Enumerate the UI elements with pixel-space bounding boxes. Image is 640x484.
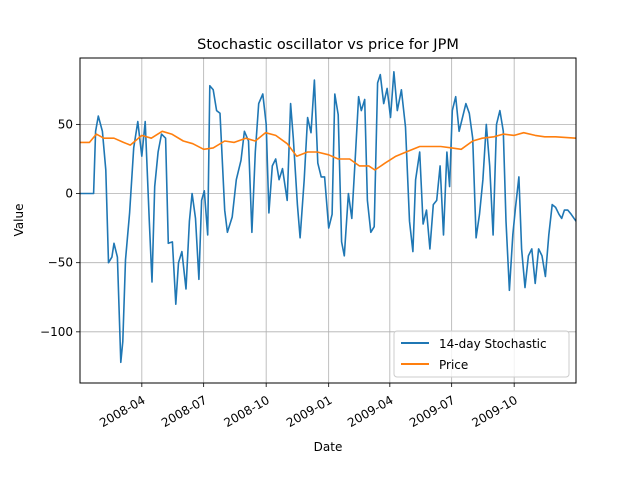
series-layer: [80, 71, 577, 364]
y-axis-label: Value: [12, 204, 26, 237]
y-axis-ticks: −100 −50 0 50: [40, 117, 80, 339]
y-tick-label: 0: [65, 187, 73, 201]
y-tick-label: 50: [58, 117, 73, 131]
y-tick-label: −100: [40, 325, 73, 339]
chart-title: Stochastic oscillator vs price for JPM: [197, 37, 459, 53]
legend-label-price: Price: [439, 358, 468, 372]
y-tick-label: −50: [48, 256, 73, 270]
legend-box: [393, 330, 570, 378]
plot-frame: [79, 57, 577, 384]
legend-label-stochastic: 14-day Stochastic: [439, 337, 547, 351]
x-axis-label: Date: [314, 440, 343, 454]
stochastic-line: [80, 71, 577, 364]
price-line: [80, 130, 577, 171]
legend: 14-day Stochastic Price: [393, 330, 570, 378]
